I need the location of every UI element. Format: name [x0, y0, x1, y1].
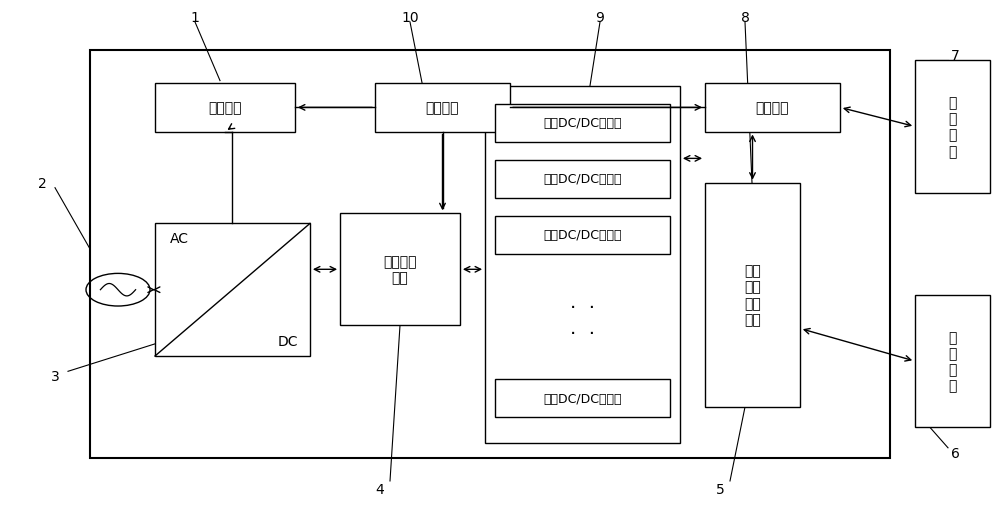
- Text: 辅助电源: 辅助电源: [208, 101, 242, 115]
- Bar: [155, 224, 310, 356]
- Bar: [495, 104, 670, 143]
- Text: 9: 9: [596, 11, 604, 25]
- Bar: [495, 379, 670, 417]
- Text: 4: 4: [376, 482, 384, 496]
- Text: 双向DC/DC变流器: 双向DC/DC变流器: [543, 229, 622, 242]
- Text: 功
率
接
口: 功 率 接 口: [948, 330, 957, 392]
- Bar: [375, 84, 510, 132]
- Text: 6: 6: [951, 446, 959, 460]
- Text: 3: 3: [51, 370, 59, 384]
- Text: 超级储能
单元: 超级储能 单元: [383, 254, 417, 285]
- Text: 控制单元: 控制单元: [756, 101, 789, 115]
- Text: 1: 1: [191, 11, 199, 25]
- Bar: [705, 183, 800, 407]
- Bar: [495, 160, 670, 199]
- Bar: [155, 84, 295, 132]
- Text: ·  ·: · ·: [570, 298, 595, 318]
- Text: 双向DC/DC变流器: 双向DC/DC变流器: [543, 173, 622, 186]
- Bar: [340, 214, 460, 326]
- Bar: [705, 84, 840, 132]
- Text: 双向DC/DC变流器: 双向DC/DC变流器: [543, 392, 622, 405]
- Text: 5: 5: [716, 482, 724, 496]
- Text: 8: 8: [741, 11, 749, 25]
- Text: 远程终端: 远程终端: [426, 101, 459, 115]
- Text: 7: 7: [951, 49, 959, 63]
- Bar: [495, 216, 670, 254]
- Bar: [90, 51, 890, 458]
- Text: AC: AC: [170, 232, 189, 245]
- Text: 双向DC/DC变流器: 双向DC/DC变流器: [543, 117, 622, 130]
- Bar: [915, 61, 990, 193]
- Text: ·  ·: · ·: [570, 324, 595, 343]
- Text: 直流
接触
保护
单元: 直流 接触 保护 单元: [744, 264, 761, 326]
- Text: 信
号
接
口: 信 号 接 口: [948, 96, 957, 158]
- Text: 10: 10: [401, 11, 419, 25]
- Text: 2: 2: [38, 176, 46, 190]
- Bar: [485, 87, 680, 443]
- Text: DC: DC: [278, 335, 298, 349]
- Bar: [915, 295, 990, 428]
